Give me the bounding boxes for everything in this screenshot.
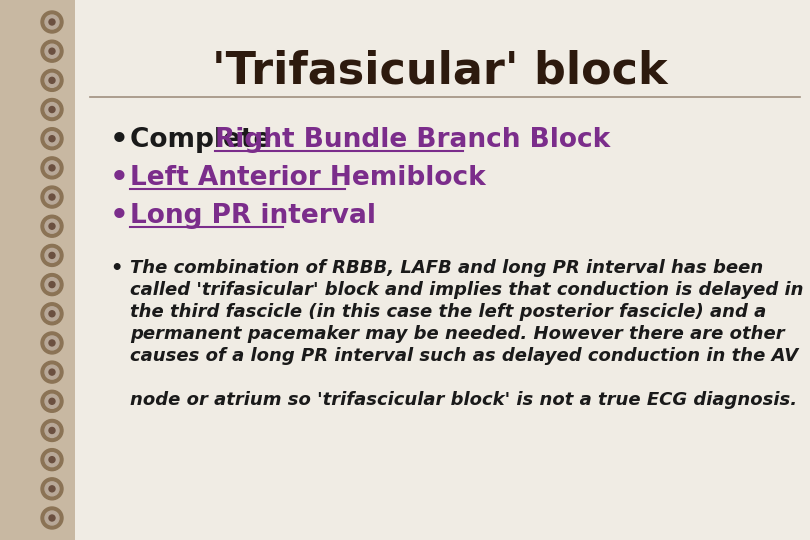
Circle shape	[49, 136, 55, 141]
Text: •: •	[110, 164, 129, 192]
Circle shape	[49, 340, 55, 346]
Circle shape	[45, 511, 59, 525]
Circle shape	[45, 219, 59, 233]
Circle shape	[49, 106, 55, 112]
Circle shape	[41, 98, 63, 120]
Circle shape	[45, 307, 59, 321]
Circle shape	[49, 428, 55, 434]
Circle shape	[41, 215, 63, 237]
FancyBboxPatch shape	[75, 0, 810, 540]
Circle shape	[49, 369, 55, 375]
Text: Long PR interval: Long PR interval	[130, 203, 376, 229]
Circle shape	[45, 103, 59, 117]
Circle shape	[49, 310, 55, 317]
Circle shape	[45, 73, 59, 87]
Text: The combination of RBBB, LAFB and long PR interval has been: The combination of RBBB, LAFB and long P…	[130, 259, 763, 277]
Circle shape	[49, 194, 55, 200]
Circle shape	[49, 165, 55, 171]
Circle shape	[41, 303, 63, 325]
Circle shape	[49, 77, 55, 83]
Circle shape	[45, 15, 59, 29]
Circle shape	[41, 40, 63, 62]
Circle shape	[49, 48, 55, 54]
Circle shape	[45, 453, 59, 467]
Circle shape	[41, 420, 63, 442]
Circle shape	[41, 478, 63, 500]
Circle shape	[45, 278, 59, 292]
Circle shape	[49, 252, 55, 259]
Circle shape	[49, 399, 55, 404]
Circle shape	[45, 482, 59, 496]
Text: •: •	[110, 126, 129, 154]
Circle shape	[41, 449, 63, 471]
Text: Left Anterior Hemiblock: Left Anterior Hemiblock	[130, 165, 486, 191]
Circle shape	[45, 161, 59, 175]
Text: permanent pacemaker may be needed. However there are other: permanent pacemaker may be needed. Howev…	[130, 325, 785, 343]
Text: •: •	[110, 259, 122, 278]
Circle shape	[45, 190, 59, 204]
Circle shape	[41, 245, 63, 266]
Circle shape	[49, 457, 55, 463]
Circle shape	[45, 336, 59, 350]
Circle shape	[45, 394, 59, 408]
Circle shape	[41, 507, 63, 529]
Circle shape	[41, 127, 63, 150]
Circle shape	[45, 423, 59, 437]
Text: Right Bundle Branch Block: Right Bundle Branch Block	[215, 127, 610, 153]
Circle shape	[41, 274, 63, 295]
Circle shape	[41, 390, 63, 413]
Text: causes of a long PR interval such as delayed conduction in the AV: causes of a long PR interval such as del…	[130, 347, 798, 365]
Circle shape	[41, 69, 63, 91]
Text: Complete: Complete	[130, 127, 280, 153]
Circle shape	[41, 361, 63, 383]
Circle shape	[45, 365, 59, 379]
Circle shape	[41, 11, 63, 33]
Text: •: •	[110, 202, 129, 230]
Circle shape	[45, 248, 59, 262]
Circle shape	[49, 486, 55, 492]
Text: the third fascicle (in this case the left posterior fascicle) and a: the third fascicle (in this case the lef…	[130, 303, 766, 321]
Text: node or atrium so 'trifascicular block' is not a true ECG diagnosis.: node or atrium so 'trifascicular block' …	[130, 391, 797, 409]
Circle shape	[49, 223, 55, 230]
Circle shape	[49, 281, 55, 288]
Circle shape	[45, 44, 59, 58]
Circle shape	[41, 186, 63, 208]
Circle shape	[49, 19, 55, 25]
Text: called 'trifasicular' block and implies that conduction is delayed in: called 'trifasicular' block and implies …	[130, 281, 804, 299]
Text: 'Trifasicular' block: 'Trifasicular' block	[212, 50, 667, 93]
Circle shape	[49, 515, 55, 521]
Circle shape	[41, 332, 63, 354]
Circle shape	[45, 132, 59, 146]
Circle shape	[41, 157, 63, 179]
